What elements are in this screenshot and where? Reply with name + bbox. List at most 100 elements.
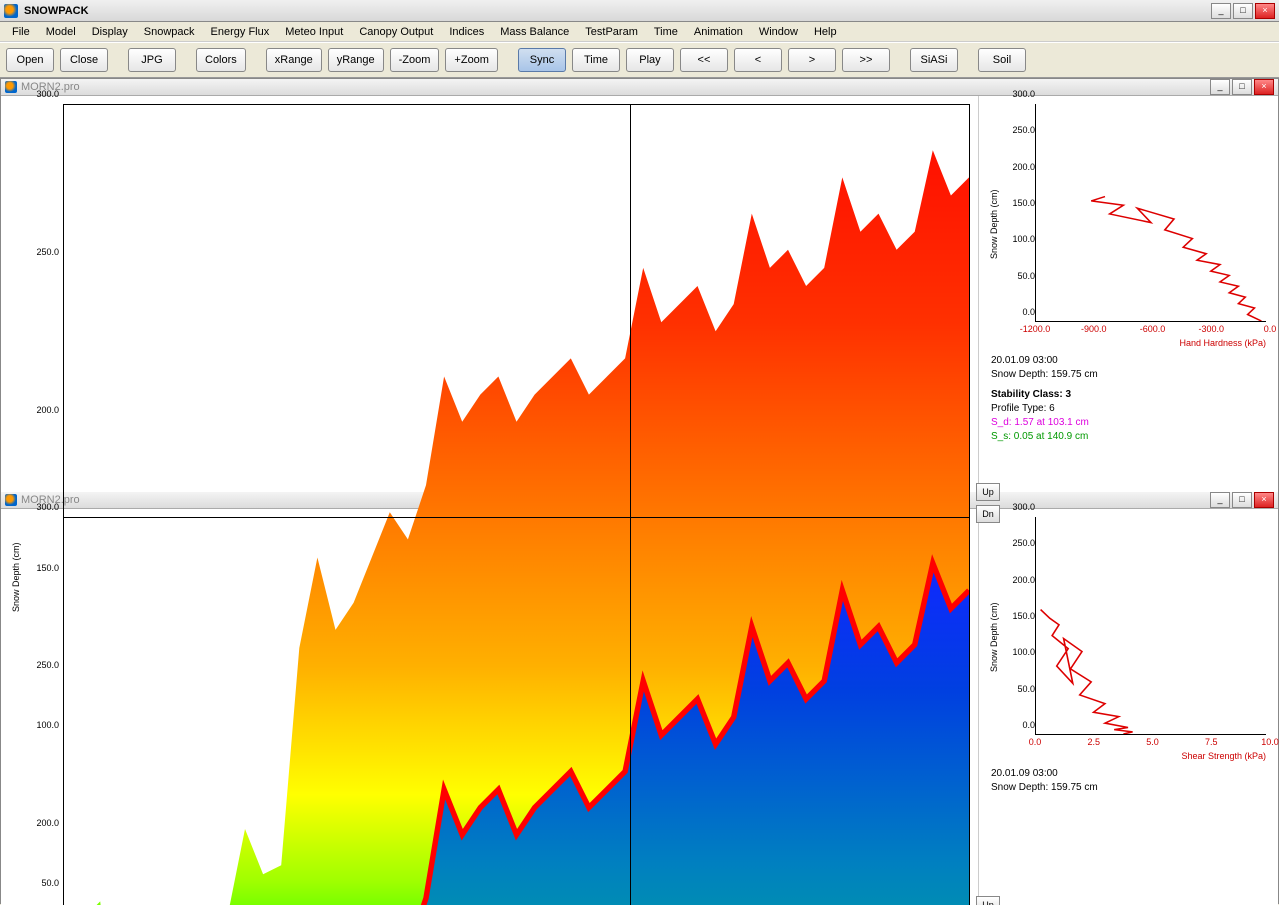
toolbar-sync-button[interactable]: Sync	[518, 48, 566, 72]
app-title: SNOWPACK	[24, 5, 1211, 17]
toolbar-close-button[interactable]: Close	[60, 48, 108, 72]
menu-testparam[interactable]: TestParam	[577, 24, 646, 40]
maximize-button[interactable]: □	[1232, 492, 1252, 508]
minimize-button[interactable]: _	[1210, 79, 1230, 95]
minimize-button[interactable]: _	[1211, 3, 1231, 19]
y-tick: 100.0	[1012, 647, 1035, 657]
y-tick: 250.0	[1012, 538, 1035, 548]
toolbar-play-button[interactable]: Play	[626, 48, 674, 72]
toolbar-yrange-button[interactable]: yRange	[328, 48, 384, 72]
toolbar--zoom-button[interactable]: +Zoom	[445, 48, 498, 72]
up-button[interactable]: Up	[976, 483, 1000, 501]
menu-canopy-output[interactable]: Canopy Output	[351, 24, 441, 40]
panel-shear-strength: MORN2.pro _ □ × Snow Depth (cm) 0.050.01…	[0, 491, 1279, 904]
info-date: 20.01.09 03:00	[991, 767, 1266, 781]
y-tick: 300.0	[1012, 89, 1035, 99]
toolbar-jpg-button[interactable]: JPG	[128, 48, 176, 72]
menu-meteo-input[interactable]: Meteo Input	[277, 24, 351, 40]
y-tick: 0.0	[1022, 307, 1035, 317]
up-button[interactable]: Up	[976, 896, 1000, 905]
time-cursor-handle[interactable]	[625, 517, 635, 518]
y-tick: 300.0	[36, 502, 59, 512]
profile-plot-shear-strength[interactable]: Snow Depth (cm) 0.0 50.0 100.0 150.0 200.0 25…	[987, 517, 1270, 757]
y-tick: 250.0	[1012, 125, 1035, 135]
toolbar-time-button[interactable]: Time	[572, 48, 620, 72]
toolbar: OpenClose JPG Colors xRangeyRange-Zoom+Zoom…	[0, 42, 1279, 78]
time-cursor-handle[interactable]	[625, 104, 635, 105]
close-button[interactable]: ×	[1254, 79, 1274, 95]
y-tick: 50.0	[1017, 271, 1035, 281]
menu-model[interactable]: Model	[38, 24, 84, 40]
x-axis-label: Shear Strength (kPa)	[1181, 751, 1266, 761]
x-tick: 10.0	[1261, 737, 1279, 747]
menu-mass-balance[interactable]: Mass Balance	[492, 24, 577, 40]
toolbar-open-button[interactable]: Open	[6, 48, 54, 72]
y-tick: 250.0	[36, 660, 59, 670]
y-tick: 250.0	[36, 247, 59, 257]
x-tick: 2.5	[1087, 737, 1100, 747]
y-tick: 150.0	[1012, 198, 1035, 208]
x-tick: 5.0	[1146, 737, 1159, 747]
menu-snowpack[interactable]: Snowpack	[136, 24, 203, 40]
maximize-button[interactable]: □	[1232, 79, 1252, 95]
subwindow-titlebar: MORN2.pro _ □ ×	[1, 79, 1278, 96]
toolbar-siasi-button[interactable]: SiASi	[910, 48, 958, 72]
menu-help[interactable]: Help	[806, 24, 845, 40]
y-tick: 50.0	[1017, 684, 1035, 694]
y-axis-label: Snow Depth (cm)	[987, 517, 1001, 757]
info-ss: S_s: 0.05 at 140.9 cm	[991, 430, 1266, 444]
menu-energy-flux[interactable]: Energy Flux	[203, 24, 278, 40]
toolbar---button[interactable]: <	[734, 48, 782, 72]
x-tick: 7.5	[1205, 737, 1218, 747]
info-stability: Stability Class: 3	[991, 388, 1266, 402]
y-tick: 200.0	[36, 818, 59, 828]
profile-plot-hand-hardness[interactable]: Snow Depth (cm) 0.0 50.0 100.0 150.0 200.0 25…	[987, 104, 1270, 344]
menu-display[interactable]: Display	[84, 24, 136, 40]
toolbar---button[interactable]: <<	[680, 48, 728, 72]
y-tick: 150.0	[1012, 611, 1035, 621]
info-depth: Snow Depth: 159.75 cm	[991, 368, 1266, 382]
y-axis-label: Snow Depth (cm)	[9, 517, 23, 905]
x-tick: -300.0	[1198, 324, 1224, 334]
minimize-button[interactable]: _	[1210, 492, 1230, 508]
y-tick: 200.0	[36, 405, 59, 415]
y-tick: 100.0	[1012, 234, 1035, 244]
java-icon	[4, 4, 18, 18]
close-button[interactable]: ×	[1255, 3, 1275, 19]
y-tick: 200.0	[1012, 162, 1035, 172]
menu-indices[interactable]: Indices	[441, 24, 492, 40]
toolbar-soil-button[interactable]: Soil	[978, 48, 1026, 72]
menu-file[interactable]: File	[4, 24, 38, 40]
app-titlebar: SNOWPACK _ □ ×	[0, 0, 1279, 22]
x-tick: -600.0	[1140, 324, 1166, 334]
x-tick: -900.0	[1081, 324, 1107, 334]
info-profile-type: Profile Type: 6	[991, 402, 1266, 416]
java-icon	[5, 81, 17, 93]
toolbar--zoom-button[interactable]: -Zoom	[390, 48, 440, 72]
info-date: 20.01.09 03:00	[991, 354, 1266, 368]
maximize-button[interactable]: □	[1233, 3, 1253, 19]
menu-window[interactable]: Window	[751, 24, 806, 40]
y-tick: 300.0	[1012, 502, 1035, 512]
x-tick: 0.0	[1029, 737, 1042, 747]
panel-hand-hardness: MORN2.pro _ □ × Snow Depth (cm) 0.0 50.0 1…	[0, 78, 1279, 491]
toolbar---button[interactable]: >>	[842, 48, 890, 72]
info-sd: S_d: 1.57 at 103.1 cm	[991, 416, 1266, 430]
menu-animation[interactable]: Animation	[686, 24, 751, 40]
x-tick: 0.0	[1264, 324, 1277, 334]
toolbar-xrange-button[interactable]: xRange	[266, 48, 322, 72]
x-tick: -1200.0	[1020, 324, 1051, 334]
toolbar---button[interactable]: >	[788, 48, 836, 72]
toolbar-colors-button[interactable]: Colors	[196, 48, 246, 72]
x-axis-label: Hand Hardness (kPa)	[1179, 338, 1266, 348]
y-axis-label: Snow Depth (cm)	[987, 104, 1001, 344]
y-tick: 300.0	[36, 89, 59, 99]
y-tick: 0.0	[1022, 720, 1035, 730]
time-cursor[interactable]	[630, 518, 631, 905]
info-depth: Snow Depth: 159.75 cm	[991, 781, 1266, 795]
main-plot-shear-strength[interactable]	[63, 517, 970, 905]
menu-time[interactable]: Time	[646, 24, 686, 40]
menubar: FileModelDisplaySnowpackEnergy FluxMeteo…	[0, 22, 1279, 42]
y-tick: 200.0	[1012, 575, 1035, 585]
close-button[interactable]: ×	[1254, 492, 1274, 508]
